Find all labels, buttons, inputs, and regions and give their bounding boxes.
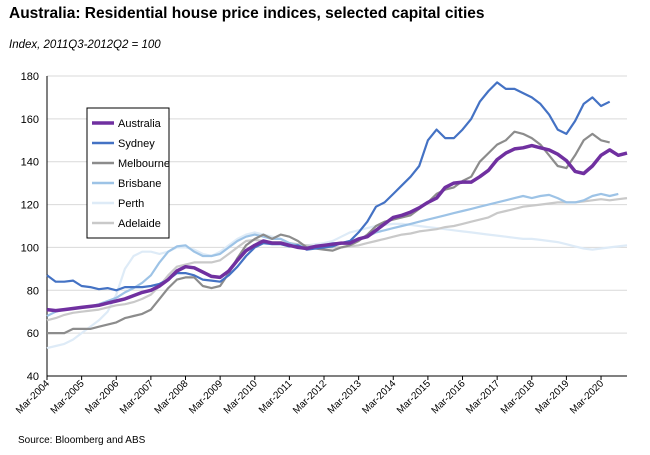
x-tick-label: Mar-2017 [464, 378, 502, 416]
series-line-australia [46, 143, 628, 313]
source-note: Source: Bloomberg and ABS [18, 435, 146, 446]
x-tick-label: Mar-2010 [222, 378, 260, 416]
series-line-perth [46, 222, 628, 350]
x-tick-label: Mar-2012 [291, 378, 329, 416]
legend-label-adelaide: Adelaide [118, 218, 161, 230]
legend-label-melbourne: Melbourne [118, 158, 170, 170]
y-tick-label: 180 [21, 71, 39, 83]
legend-label-australia: Australia [118, 118, 162, 130]
chart-subtitle: Index, 2011Q3-2012Q2 = 100 [9, 39, 161, 51]
x-tick-label: Mar-2015 [395, 378, 433, 416]
y-tick-label: 60 [27, 328, 39, 340]
x-tick-label: Mar-2016 [430, 378, 468, 416]
x-tick-label: Mar-2004 [14, 378, 52, 416]
y-tick-label: 160 [21, 114, 39, 126]
x-tick-label: Mar-2005 [49, 378, 87, 416]
legend-label-perth: Perth [118, 198, 144, 210]
legend-box [86, 107, 170, 239]
series-line-sydney [46, 81, 611, 292]
x-tick-label: Mar-2009 [187, 378, 225, 416]
x-tick-label: Mar-2007 [118, 378, 156, 416]
x-tick-label: Mar-2018 [499, 378, 537, 416]
y-tick-label: 140 [21, 157, 39, 169]
series-line-adelaide [46, 197, 628, 322]
legend-label-brisbane: Brisbane [118, 178, 161, 190]
x-tick-label: Mar-2020 [568, 378, 606, 416]
series-line-melbourne [47, 130, 610, 335]
y-tick-label: 100 [21, 242, 39, 254]
x-tick-label: Mar-2008 [153, 378, 191, 416]
y-tick-label: 120 [21, 200, 39, 212]
x-tick-label: Mar-2019 [533, 378, 571, 416]
y-tick-label: 40 [27, 371, 39, 383]
legend-label-sydney: Sydney [118, 138, 155, 150]
chart-title: Australia: Residential house price indic… [9, 5, 485, 22]
x-tick-label: Mar-2011 [257, 378, 295, 416]
x-tick-label: Mar-2013 [326, 378, 364, 416]
x-tick-label: Mar-2006 [83, 378, 121, 416]
x-tick-label: Mar-2014 [360, 378, 398, 416]
y-tick-label: 80 [27, 285, 39, 297]
